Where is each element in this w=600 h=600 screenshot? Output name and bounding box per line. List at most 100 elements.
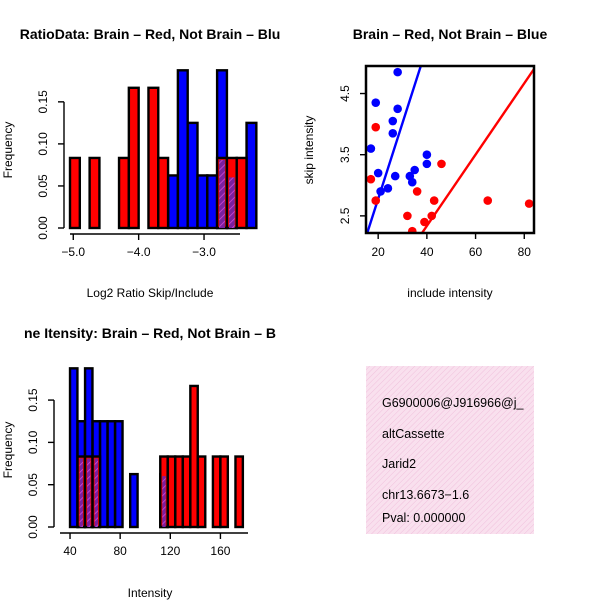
hist3-overlap-bar-3 bbox=[162, 476, 166, 527]
hist1-brain-bar-1 bbox=[88, 156, 101, 230]
scatter-x-tick-label-3: 80 bbox=[518, 245, 532, 259]
scatter-notbrain-point-4 bbox=[388, 128, 398, 138]
scatter-brain-point-10 bbox=[420, 217, 429, 227]
scatter-notbrain-fit-line bbox=[366, 66, 422, 233]
hist3-y-tick-label-1: 0.05 bbox=[26, 473, 40, 497]
scatter-notbrain-point-13 bbox=[383, 184, 393, 193]
hist3-notbrain-bar-4 bbox=[98, 420, 109, 529]
scatter-y-tick-label-1: 3.5 bbox=[338, 146, 352, 163]
ratio-histogram-ylabel: Frequency bbox=[1, 122, 15, 179]
scatter-brain-point-1 bbox=[366, 174, 376, 184]
hist3-overlap-bar-0 bbox=[79, 458, 83, 527]
hist3-brain-bar-6 bbox=[181, 455, 192, 529]
ratio-histogram-axes: 0.00 0.05 0.10 0.15 −5.0 −4.0 −3.0 bbox=[36, 90, 240, 259]
hist3-x-tick-label-3: 160 bbox=[210, 544, 230, 558]
scatter-brain-point-6 bbox=[371, 196, 381, 205]
hist3-x-tick-label-0: 40 bbox=[63, 544, 77, 558]
hist3-brain-bar-4 bbox=[166, 455, 177, 529]
scatter-brain-fit-line bbox=[421, 68, 534, 233]
scatter-notbrain-point-0 bbox=[393, 67, 402, 77]
hist1-x-tick-label-1: −4.0 bbox=[127, 245, 151, 259]
hist3-overlap-bar-1 bbox=[87, 458, 91, 527]
intensity-histogram-axes: 0.00 0.05 0.10 0.15 40 80 120 160 bbox=[26, 388, 248, 558]
scatter-notbrain-point-2 bbox=[393, 104, 402, 114]
scatter-ylabel: skip intensity bbox=[302, 116, 316, 185]
scatter-notbrain-point-5 bbox=[366, 144, 376, 153]
hist3-x-tick-label-1: 80 bbox=[113, 544, 127, 558]
scatter-y-tick-label-2: 4.5 bbox=[338, 85, 352, 102]
ratio-histogram: RatioData: Brain – Red, Not Brain – Blu … bbox=[1, 26, 280, 300]
scatter-brain-point-4 bbox=[483, 196, 493, 205]
gene-name-text: Jarid2 bbox=[382, 457, 416, 471]
gene-id-text: G6900006@J916966@j_ bbox=[382, 396, 525, 410]
scatter-notbrain-point-9 bbox=[373, 168, 383, 178]
hist1-notbrain-bar-7 bbox=[245, 121, 258, 230]
hist3-notbrain-bar-7 bbox=[128, 472, 139, 529]
location-text: chr13.6673−1.6 bbox=[382, 488, 469, 502]
hist3-brain-bar-8 bbox=[196, 455, 207, 529]
pval-text: Pval: 0.000000 bbox=[382, 511, 465, 525]
scatter-xlabel: include intensity bbox=[407, 286, 492, 300]
scatter-brain-point-11 bbox=[407, 226, 417, 233]
intensity-histogram-title: ne Itensity: Brain – Red, Not Brain – B bbox=[24, 325, 276, 341]
hist3-y-tick-label-2: 0.10 bbox=[26, 430, 40, 454]
scatter-brain-point-3 bbox=[437, 159, 446, 169]
hist3-brain-bar-11 bbox=[234, 455, 245, 529]
scatter-notbrain-point-7 bbox=[422, 159, 432, 169]
hist1-notbrain-bar-2 bbox=[186, 121, 199, 230]
event-type-text: altCassette bbox=[382, 427, 445, 441]
ratio-histogram-title: RatioData: Brain – Red, Not Brain – Blu bbox=[20, 26, 281, 42]
hist3-overlap-bar-2 bbox=[94, 458, 98, 527]
hist1-overlap-bar-7 bbox=[228, 177, 235, 228]
hist3-brain-bar-7 bbox=[189, 384, 199, 529]
intensity-scatter: Brain – Red, Not Brain – Blue include in… bbox=[302, 26, 547, 300]
hist3-notbrain-bar-6 bbox=[113, 420, 124, 529]
hist1-notbrain-bar-0 bbox=[166, 174, 180, 230]
hist1-overlap-bar-6 bbox=[219, 159, 225, 228]
scatter-brain-point-2 bbox=[412, 187, 422, 196]
scatter-brain-point-7 bbox=[429, 196, 439, 205]
hist1-x-tick-label-2: −3.0 bbox=[192, 245, 216, 259]
hist3-brain-bar-10 bbox=[219, 455, 230, 529]
event-info-panel: G6900006@J916966@j_ altCassette Jarid2 c… bbox=[366, 366, 534, 534]
ratio-histogram-xlabel: Log2 Ratio Skip/Include bbox=[87, 286, 214, 300]
hist3-notbrain-bar-5 bbox=[106, 420, 117, 529]
scatter-x-tick-label-1: 40 bbox=[420, 245, 434, 259]
info-panel-background bbox=[366, 366, 534, 534]
scatter-notbrain-point-12 bbox=[407, 177, 417, 187]
hist1-brain-bar-3 bbox=[127, 86, 140, 230]
scatter-notbrain-point-1 bbox=[371, 98, 381, 108]
scatter-notbrain-point-8 bbox=[410, 165, 419, 175]
scatter-notbrain-point-10 bbox=[390, 171, 400, 181]
hist1-brain-bar-0 bbox=[68, 156, 82, 230]
hist3-brain-bar-5 bbox=[174, 455, 184, 529]
hist1-y-tick-label-0: 0.00 bbox=[36, 216, 50, 240]
scatter-x-tick-label-2: 60 bbox=[469, 245, 483, 259]
hist1-y-tick-label-2: 0.10 bbox=[36, 132, 50, 156]
scatter-brain-point-0 bbox=[371, 122, 381, 132]
hist1-brain-bar-5 bbox=[157, 156, 170, 230]
hist1-y-tick-label-1: 0.05 bbox=[36, 174, 50, 198]
intensity-histogram-xlabel: Intensity bbox=[128, 586, 173, 600]
scatter-brain-point-5 bbox=[524, 199, 534, 208]
hist3-y-tick-label-0: 0.00 bbox=[26, 515, 40, 539]
hist1-notbrain-bar-3 bbox=[196, 174, 209, 230]
hist1-y-tick-label-3: 0.15 bbox=[36, 90, 50, 114]
scatter-brain-point-8 bbox=[403, 211, 412, 221]
scatter-marks bbox=[366, 66, 534, 233]
hist1-notbrain-bar-1 bbox=[176, 69, 189, 230]
scatter-axes: 20 40 60 80 2.5 3.5 4.5 bbox=[338, 64, 536, 259]
hist1-brain-bar-4 bbox=[147, 86, 160, 230]
hist1-brain-bar-8 bbox=[235, 156, 248, 230]
hist3-x-tick-label-2: 120 bbox=[160, 544, 180, 558]
hist1-brain-bar-2 bbox=[117, 156, 131, 230]
intensity-histogram: ne Itensity: Brain – Red, Not Brain – B … bbox=[1, 325, 276, 600]
scatter-y-tick-label-0: 2.5 bbox=[338, 207, 352, 224]
scatter-notbrain-point-6 bbox=[422, 150, 432, 159]
intensity-histogram-ylabel: Frequency bbox=[1, 422, 15, 479]
intensity-histogram-bars bbox=[68, 367, 245, 529]
hist3-brain-bar-9 bbox=[211, 455, 222, 529]
scatter-x-tick-label-0: 20 bbox=[371, 245, 385, 259]
ratio-histogram-bars bbox=[68, 69, 258, 230]
